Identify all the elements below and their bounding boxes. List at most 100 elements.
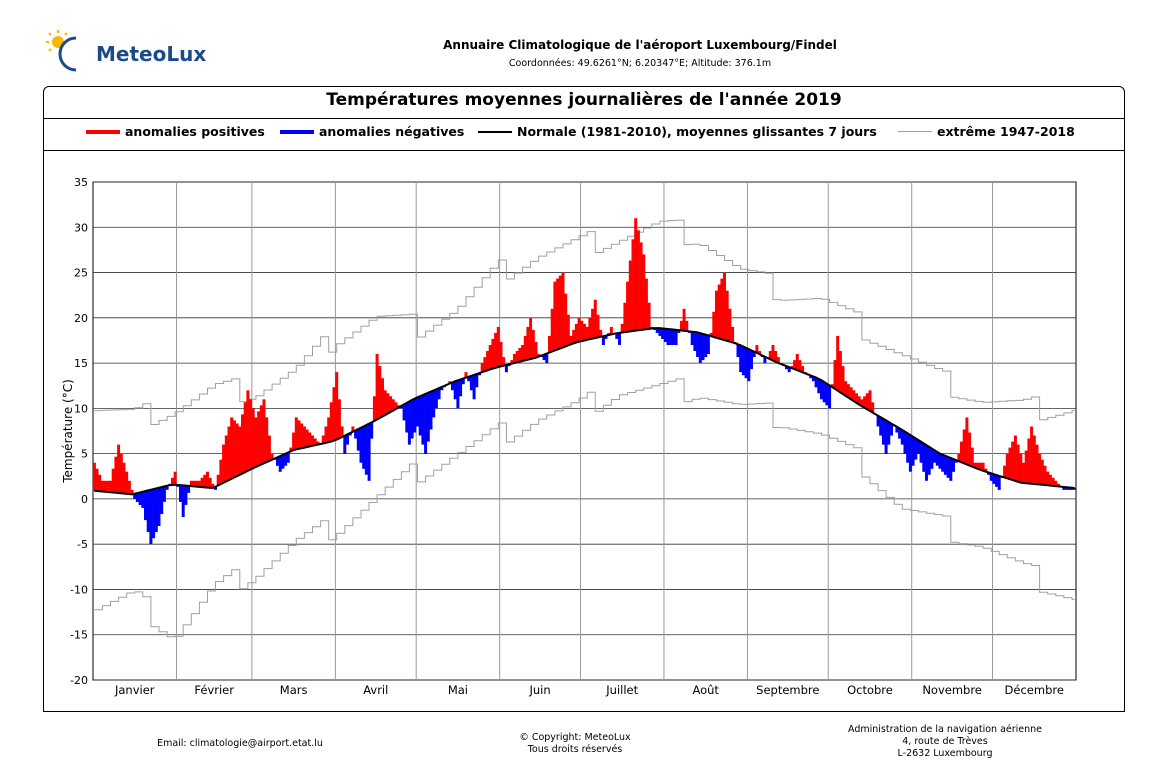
anomaly-bar [1030, 426, 1034, 484]
anomaly-bar [1062, 487, 1066, 490]
anomaly-bar [828, 385, 832, 409]
anomaly-bar [181, 485, 185, 517]
anomaly-bar [149, 489, 153, 545]
legend-negative-label: anomalies négatives [319, 124, 465, 139]
anomaly-bar [946, 456, 950, 478]
anomaly-bar [413, 398, 417, 433]
anomaly-bar [348, 433, 352, 436]
anomaly-bar [157, 487, 161, 526]
anomaly-bar [235, 423, 239, 477]
anomaly-bar [949, 458, 953, 481]
anomaly-bar [496, 326, 500, 367]
anomaly-bar [359, 427, 363, 463]
anomaly-bar [499, 342, 503, 367]
anomaly-bar [987, 472, 990, 475]
anomaly-bar [515, 351, 519, 363]
anomaly-bar [623, 302, 627, 333]
y-tick-label: -20 [70, 674, 88, 687]
anomaly-bar [698, 333, 702, 364]
y-tick-label: -15 [70, 629, 88, 642]
anomaly-bar [989, 473, 993, 481]
anomaly-bar [103, 480, 107, 492]
anomaly-bar [580, 320, 584, 341]
x-tick-label: Mai [448, 683, 468, 697]
anomaly-bar [822, 382, 826, 403]
legend-normal-swatch [478, 130, 512, 133]
anomaly-bar [513, 354, 516, 363]
anomaly-bar [491, 338, 495, 369]
anomaly-bar [943, 455, 947, 475]
x-tick-label: Juin [528, 683, 550, 697]
anomaly-bar [192, 480, 196, 487]
anomaly-bar [884, 420, 888, 454]
address-line-2: 4, route de Trèves [902, 736, 988, 747]
anomaly-bar [962, 429, 966, 464]
legend-negative-swatch [280, 129, 314, 134]
anomaly-bar [566, 314, 570, 346]
anomaly-bar [919, 441, 923, 463]
anomaly-bar [572, 329, 576, 344]
anomaly-bar [545, 353, 549, 364]
anomaly-bar [451, 382, 454, 391]
anomaly-bar [693, 332, 697, 351]
anomaly-bar [553, 281, 557, 351]
anomaly-bar [111, 468, 115, 493]
anomaly-bar [1043, 465, 1047, 485]
address-line-3: L-2632 Luxembourg [897, 748, 993, 759]
anomaly-bar [774, 351, 778, 362]
anomaly-bar [372, 396, 376, 421]
anomaly-bar [927, 446, 931, 475]
legend: anomalies positives anomalies négatives … [44, 124, 1124, 144]
anomaly-bar [467, 376, 471, 382]
legend-extreme-label: extrême 1947-2018 [937, 124, 1075, 139]
anomaly-bar [795, 354, 799, 371]
footer-copyright: © Copyright: MeteoLux Tous droits réserv… [490, 732, 660, 756]
anomaly-bar [480, 363, 484, 373]
anomaly-bar [558, 275, 562, 349]
anomaly-bar [332, 387, 336, 441]
anomaly-bar [289, 447, 293, 452]
anomaly-bar [284, 453, 288, 466]
legend-positive-swatch [86, 129, 120, 134]
anomaly-bar [935, 451, 939, 466]
anomaly-bar [324, 426, 328, 443]
anomaly-bar [658, 328, 662, 336]
anomaly-bar [456, 380, 460, 409]
anomaly-bar [424, 393, 428, 454]
anomaly-bar [117, 444, 121, 494]
y-tick-label: 10 [74, 402, 88, 415]
anomaly-bar [1027, 438, 1031, 484]
anomaly-bar [95, 468, 99, 491]
anomaly-bar [270, 453, 274, 460]
anomaly-bar [838, 351, 842, 393]
anomaly-bar [459, 379, 463, 397]
anomaly-bar [809, 375, 813, 379]
anomaly-bar [776, 357, 780, 364]
anomaly-bar [1016, 444, 1020, 482]
anomaly-bar [421, 395, 425, 445]
anomaly-bar [529, 317, 533, 359]
anomaly-bar [720, 278, 724, 340]
anomaly-bar [216, 474, 220, 486]
anomaly-bar [173, 471, 177, 485]
anomaly-bar [787, 367, 791, 373]
anomaly-bar [836, 335, 840, 391]
anomaly-bar [504, 365, 508, 373]
anomaly-bar [343, 435, 347, 454]
anomaly-bar [564, 293, 568, 347]
anomaly-bar [405, 402, 409, 433]
anomaly-bar [965, 417, 969, 465]
anomaly-bar [814, 377, 818, 388]
anomaly-bar [311, 435, 314, 446]
anomaly-bar [125, 471, 129, 494]
anomaly-bar [394, 402, 398, 409]
anomaly-bar [763, 356, 767, 364]
anomaly-bar [1070, 487, 1074, 490]
anomaly-bar [440, 386, 444, 391]
anomaly-bar [364, 425, 368, 475]
anomaly-bar [736, 344, 740, 358]
anomaly-bar [523, 335, 527, 361]
anomaly-bar [682, 308, 686, 331]
anomaly-bar [954, 460, 958, 463]
